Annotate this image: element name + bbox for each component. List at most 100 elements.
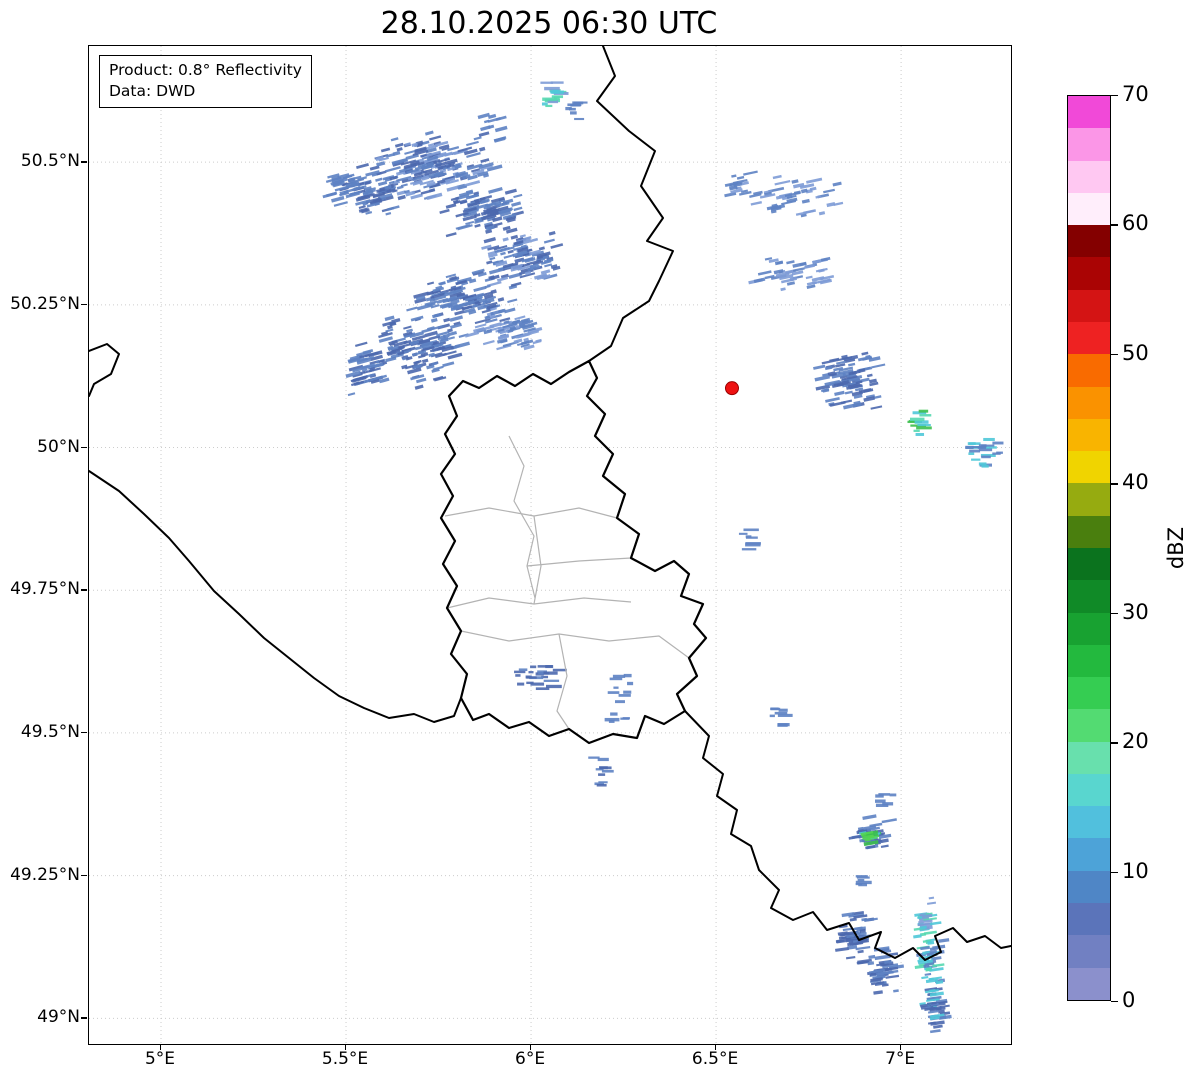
radar-echo-pixel — [503, 307, 516, 314]
radar-echo-pixel — [430, 292, 446, 299]
radar-echo-pixel — [745, 542, 761, 545]
radar-echo-pixel — [923, 964, 930, 969]
canton-border — [444, 507, 618, 519]
radar-echo-pixel — [404, 363, 419, 370]
radar-echo-pixel — [935, 980, 944, 985]
luxembourg-canton-borders — [444, 435, 690, 730]
radar-echo-pixel — [514, 315, 526, 321]
radar-echo-pixel — [434, 140, 449, 147]
radar-echo-pixel — [971, 458, 981, 461]
radar-echo-pixel — [481, 244, 492, 250]
radar-echo-pixel — [372, 193, 385, 199]
radar-echo-pixel — [538, 246, 545, 251]
y-tick-label: 50.25°N — [10, 293, 80, 314]
colorbar-segment — [1068, 806, 1110, 839]
radar-echo-pixel — [926, 998, 939, 1003]
radar-echo-pixel — [498, 333, 510, 340]
radar-echo-pixel — [918, 919, 933, 924]
radar-echo-pixel — [387, 205, 400, 211]
radar-echo-pixel — [400, 159, 417, 166]
radar-echo-pixel — [845, 937, 852, 942]
radar-echo-pixel — [389, 175, 398, 181]
radar-echo-pixel — [925, 978, 939, 984]
radar-echo-pixel — [514, 670, 526, 674]
radar-echo-pixel — [929, 1016, 940, 1020]
radar-echo-pixel — [875, 803, 889, 808]
radar-echo-pixel — [331, 175, 340, 181]
radar-echo-pixel — [464, 331, 479, 338]
radar-echo-pixel — [437, 164, 447, 171]
radar-echo-pixel — [438, 157, 451, 163]
radar-echo-pixel — [855, 875, 868, 878]
radar-echo-pixel — [494, 246, 510, 253]
radar-echo-pixel — [731, 174, 737, 178]
radar-echo-pixel — [424, 341, 433, 346]
radar-echo-pixel — [820, 256, 831, 262]
radar-echo-pixel — [863, 825, 877, 831]
radar-echo-pixel — [413, 171, 423, 177]
radar-echo-pixel — [513, 206, 523, 212]
radar-echo-pixel — [873, 968, 886, 974]
radar-echo-pixel — [479, 194, 493, 201]
radar-echo-pixel — [548, 230, 556, 236]
radar-echo-pixel — [464, 180, 481, 187]
radar-echo-pixel — [461, 281, 469, 286]
radar-echo-pixel — [485, 225, 495, 231]
radar-echo-pixel — [764, 257, 773, 261]
radar-echo-pixel — [405, 190, 416, 197]
radar-echo-pixel — [535, 687, 550, 691]
radar-echo-pixel — [518, 668, 528, 672]
radar-echo-pixel — [508, 319, 520, 326]
radar-echo-pixel — [869, 381, 879, 387]
radar-echo-pixel — [529, 249, 542, 256]
radar-echo-pixel — [471, 168, 481, 173]
radar-echo-pixel — [488, 124, 495, 129]
border-france-germany — [684, 710, 1011, 961]
radar-echo-pixel — [526, 681, 534, 685]
radar-echo-pixel — [406, 168, 419, 175]
radar-echo-pixel — [441, 146, 450, 151]
radar-echo-pixel — [588, 756, 600, 759]
radar-echo-pixel — [421, 155, 430, 160]
radar-echo-pixel — [612, 674, 626, 678]
radar-echo-pixel — [929, 921, 942, 926]
radar-echo-pixel — [926, 995, 942, 1001]
radar-echo-pixel — [472, 169, 485, 176]
colorbar-segment — [1068, 580, 1110, 613]
radar-echo-pixel — [493, 245, 508, 251]
radar-echo-pixel — [519, 234, 526, 238]
radar-echo-pixel — [513, 193, 523, 199]
radar-echo-pixel — [929, 1013, 945, 1018]
radar-echo-pixel — [856, 876, 870, 879]
radar-echo-pixel — [925, 967, 932, 972]
radar-echo-pixel — [917, 423, 931, 427]
radar-echo-pixel — [791, 179, 799, 184]
radar-echo-pixel — [396, 147, 403, 152]
radar-echo-pixel — [490, 196, 505, 204]
radar-echo-pixel — [863, 396, 875, 402]
radar-echo-pixel — [454, 310, 465, 316]
radar-echo-pixel — [378, 332, 393, 339]
map-plot-area: Product: 0.8° Reflectivity Data: DWD — [88, 45, 1012, 1045]
radar-echo-pixel — [388, 345, 400, 352]
radar-echo-pixel — [494, 125, 508, 133]
colorbar-segment — [1068, 483, 1110, 516]
radar-echo-pixel — [528, 671, 534, 674]
radar-echo-pixel — [757, 270, 772, 276]
radar-echo-pixel — [922, 939, 932, 943]
radar-echo-pixel — [484, 200, 501, 207]
colorbar-segment — [1068, 677, 1110, 710]
x-tick-label: 5.5°E — [321, 1049, 369, 1069]
radar-echo-pixel — [450, 298, 460, 305]
colorbar-segment — [1068, 838, 1110, 871]
radar-echo-pixel — [978, 462, 987, 466]
y-tick-label: 50°N — [37, 436, 80, 457]
radar-echo-pixel — [512, 250, 528, 258]
radar-echo-pixel — [498, 207, 513, 214]
radar-echo-pixel — [369, 165, 380, 171]
radar-echo-pixel — [378, 359, 385, 364]
gridlines — [89, 46, 1011, 1044]
radar-echo-pixel — [361, 193, 375, 199]
radar-echo-pixel — [515, 319, 529, 325]
radar-echo-pixel — [981, 464, 989, 468]
